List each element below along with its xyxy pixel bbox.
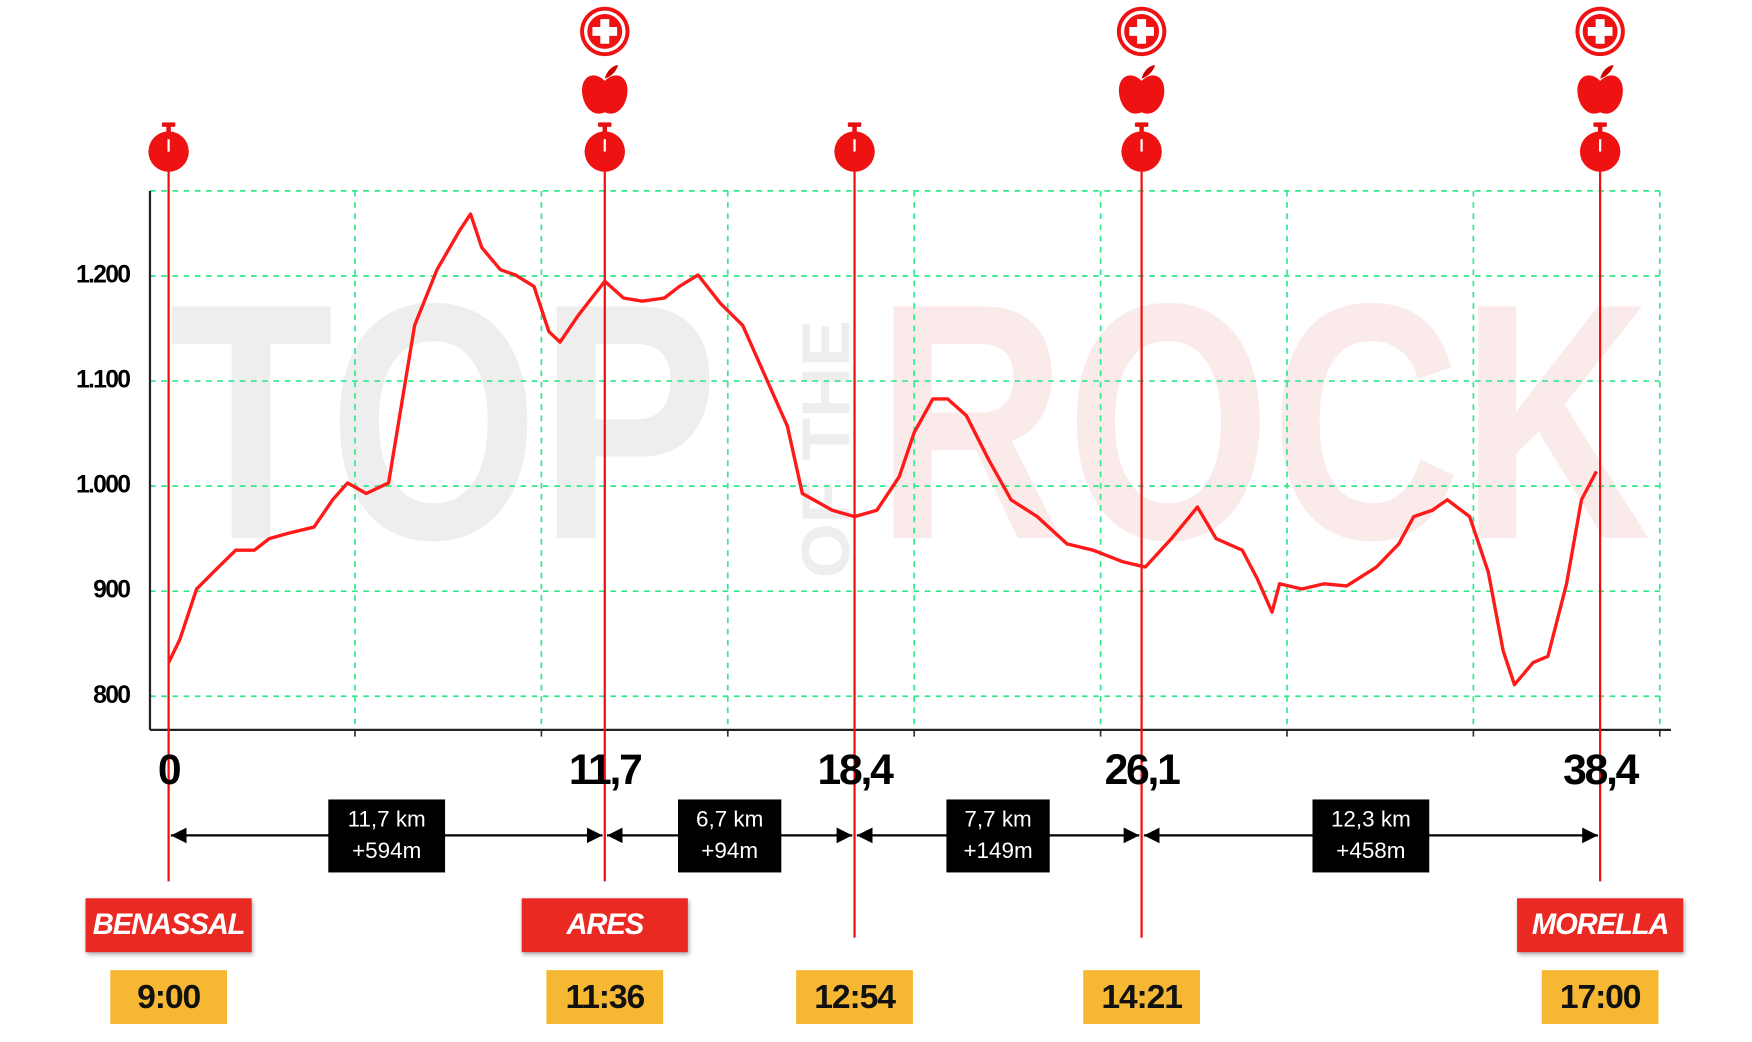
apple-body xyxy=(1577,75,1623,114)
town-box xyxy=(1517,898,1684,953)
watermark-middle: OF THE xyxy=(789,320,864,578)
time-label: 12:54 xyxy=(814,979,896,1016)
watermark-top: TOP xyxy=(169,234,719,610)
medical-cross xyxy=(1587,19,1613,44)
timer-icon xyxy=(1121,122,1162,172)
town-box xyxy=(85,898,252,953)
elevation-line xyxy=(167,212,1598,687)
medical-ring xyxy=(1120,10,1163,53)
town-name: BENASSAL xyxy=(93,909,245,941)
y-tick-label: 1.200 xyxy=(76,262,130,289)
y-tick-label: 1.100 xyxy=(76,367,130,394)
segment-distance: 12,3 km xyxy=(1331,807,1411,832)
apple-leaf xyxy=(604,65,619,79)
time-box xyxy=(1541,970,1659,1025)
town-name: MORELLA xyxy=(1532,909,1668,941)
segment-gain: +149m xyxy=(963,838,1032,863)
watermark-rock: ROCK xyxy=(876,234,1651,610)
town-box xyxy=(521,898,688,953)
segment-gain: +458m xyxy=(1336,838,1405,863)
apple-body xyxy=(582,75,628,114)
medical-icon xyxy=(580,6,630,57)
time-label: 14:21 xyxy=(1101,979,1182,1016)
medical-ring xyxy=(1579,10,1621,53)
timer-icon xyxy=(1579,122,1621,172)
timer-cap xyxy=(847,122,862,127)
time-box xyxy=(110,970,227,1025)
y-tick-label: 800 xyxy=(93,682,130,709)
timer-cap xyxy=(598,122,612,127)
timer-cap xyxy=(1593,122,1607,127)
x-tick-label: 11,7 xyxy=(569,746,641,794)
medical-cross xyxy=(592,19,618,44)
segment-box xyxy=(946,799,1050,873)
segment-box xyxy=(328,799,446,873)
timer-icon xyxy=(148,122,189,172)
apple-body xyxy=(1118,75,1165,114)
segment-box xyxy=(1312,799,1430,873)
x-tick-label: 18,4 xyxy=(818,746,895,794)
timer-stem xyxy=(602,124,608,133)
time-label: 17:00 xyxy=(1560,979,1641,1016)
x-tick-label: 38,4 xyxy=(1563,746,1640,794)
timer-stem xyxy=(1139,124,1144,133)
x-tick-label: 0 xyxy=(158,746,180,794)
time-box xyxy=(1083,970,1200,1025)
timer-cap xyxy=(161,122,176,127)
timer-icon xyxy=(834,122,875,172)
watermark: TOP OF THE ROCK xyxy=(169,234,1651,610)
y-tick-label: 900 xyxy=(93,577,130,604)
time-label: 9:00 xyxy=(137,979,200,1016)
food-icon xyxy=(582,65,628,114)
x-tick-label: 26,1 xyxy=(1105,746,1181,794)
segment-distance: 6,7 km xyxy=(696,807,763,832)
food-icon xyxy=(1118,65,1165,114)
town-name: ARES xyxy=(565,909,644,941)
medical-ring xyxy=(584,10,626,53)
y-tick-label: 1.000 xyxy=(76,472,130,499)
medical-icon xyxy=(1575,6,1625,57)
segment-gain: +94m xyxy=(701,838,758,863)
apple-leaf xyxy=(1141,65,1156,79)
segment-distance: 7,7 km xyxy=(964,807,1031,832)
timer-cap xyxy=(1134,122,1149,127)
time-box xyxy=(546,970,664,1025)
food-icon xyxy=(1577,65,1623,114)
timer-icon xyxy=(584,122,625,172)
medical-cross xyxy=(1129,19,1154,44)
segment-box xyxy=(678,799,782,873)
time-label: 11:36 xyxy=(565,979,644,1016)
apple-leaf xyxy=(1600,65,1614,79)
medical-icon xyxy=(1116,6,1167,57)
segment-distance: 11,7 km xyxy=(348,807,426,832)
time-box xyxy=(796,970,913,1025)
timer-stem xyxy=(1597,124,1603,133)
segment-gain: +594m xyxy=(352,838,421,863)
timer-stem xyxy=(166,124,171,133)
timer-stem xyxy=(852,124,857,133)
